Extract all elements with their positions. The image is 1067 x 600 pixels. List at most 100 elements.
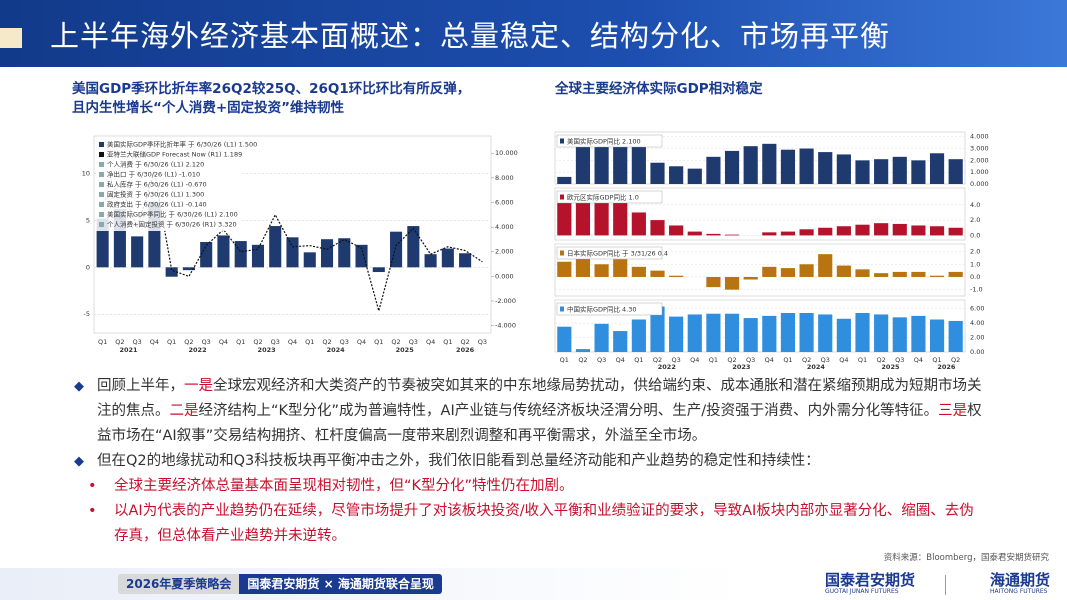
x-tick-label: Q2	[322, 338, 331, 346]
logo-en: GUOTAI JUNAN FUTURES	[825, 588, 899, 595]
x-tick-label: Q4	[219, 338, 228, 346]
bar	[557, 326, 572, 352]
bar	[892, 317, 907, 352]
x-tick-label: Q2	[253, 338, 262, 346]
year-label: 2021	[119, 346, 138, 354]
legend-label: 欧元区实际GDP同比 1.0	[567, 193, 639, 202]
bar	[706, 156, 721, 184]
bar	[131, 236, 144, 268]
bar	[669, 225, 684, 236]
y2-tick-label: 2.000	[495, 248, 514, 256]
bar	[948, 271, 963, 277]
bar	[762, 315, 777, 352]
x-tick-label: Q2	[391, 338, 400, 346]
logo: 海通期货 HAITONG FUTURES	[990, 572, 1050, 596]
bar	[874, 223, 889, 236]
bar	[929, 275, 945, 277]
bar	[650, 270, 665, 277]
bar	[855, 269, 870, 277]
legend-swatch	[99, 152, 104, 157]
bar	[780, 149, 796, 184]
bar	[799, 148, 814, 184]
legend-label: 美国实际GDP季同比 于 6/30/26 (L1) 2.100	[107, 210, 238, 219]
y-tick-label: 0.0	[970, 231, 980, 239]
bar	[762, 266, 777, 277]
bar	[743, 146, 758, 184]
bullet-text: 全球宏观经济和大类资产的节奏被突如其来的中东地缘局势扰动，供给端约束、成本通胀和…	[97, 378, 982, 419]
header-mark	[0, 28, 22, 48]
legend-swatch	[99, 182, 104, 187]
bar	[459, 253, 472, 268]
bar	[892, 271, 907, 277]
y2-tick-label: 6.000	[495, 198, 514, 206]
bar	[762, 143, 777, 184]
bar	[687, 314, 702, 352]
year-label: 2022	[658, 363, 676, 371]
bar	[892, 156, 907, 184]
bar	[706, 233, 721, 236]
sub-bullet-text: 以AI为代表的产业趋势仍在延续，尽管市场提升了对该板块投资/收入平衡和业绩验证的…	[114, 503, 974, 544]
legend-swatch	[560, 250, 564, 256]
bar	[855, 224, 870, 236]
bar	[799, 264, 814, 277]
x-tick-label: Q4	[765, 356, 774, 364]
sub-bullet-text: 全球主要经济体总量基本面呈现相对韧性，但“K型分化”特性仍在加剧。	[114, 478, 574, 494]
x-tick-label: Q2	[653, 356, 662, 364]
x-tick-label: Q2	[877, 356, 886, 364]
y-tick-label: 3.000	[970, 145, 989, 153]
bar	[594, 199, 609, 236]
y-tick-label: 1.0	[970, 260, 980, 268]
bar	[557, 261, 572, 277]
event-name: 2026年夏季策略会	[118, 574, 240, 594]
legend-swatch	[560, 194, 564, 200]
legend-swatch	[99, 212, 104, 217]
legend-box	[556, 190, 663, 204]
left-chart: -5 0 5 10 -4.000 -2.000 0.000 2.000 4.000 6.000 8.…	[66, 128, 526, 373]
legend-label: 个人消费+固定投资 于 6/30/26 (R1) 3.320	[107, 220, 237, 229]
x-tick-label: Q4	[914, 356, 923, 364]
bar	[182, 267, 195, 271]
bullet-text: 二是	[169, 403, 199, 419]
bar	[372, 267, 385, 273]
bar	[780, 268, 796, 277]
bar	[929, 319, 945, 352]
panel-frame	[554, 187, 966, 241]
y-tick-label: 0	[86, 263, 90, 271]
bar	[911, 271, 926, 277]
bar	[575, 254, 591, 277]
bar	[780, 231, 796, 236]
y-tick-label: 6.00	[970, 305, 984, 313]
legend-swatch	[99, 222, 104, 227]
y2-tick-label: -2.000	[495, 297, 516, 305]
year-label: 2025	[396, 346, 415, 354]
chart-title: 美国GDP季环比折年率26Q2较25Q、26Q1环比环比有所反弹， 且内生性增长…	[72, 80, 470, 118]
x-tick-label: Q2	[460, 338, 469, 346]
bullet-text: 但在Q2的地缘扰动和Q3科技板块再平衡冲击之外，我们依旧能看到总量经济动能和产业…	[97, 453, 820, 469]
y-tick-label: 5	[86, 216, 90, 224]
legend-swatch	[99, 192, 104, 197]
bar	[706, 276, 721, 288]
legend-box	[96, 138, 241, 231]
bar	[407, 226, 420, 268]
bar	[743, 318, 758, 352]
year-label: 2026	[937, 363, 956, 371]
legend-swatch	[99, 202, 104, 207]
legend-label: 个人消费 于 6/30/26 (L1) 2.120	[107, 160, 204, 169]
legend-box	[556, 302, 663, 316]
y2-tick-label: 4.000	[495, 223, 514, 231]
logo: 国泰君安期货 GUOTAI JUNAN FUTURES	[825, 572, 915, 596]
x-tick-label: Q2	[951, 356, 960, 364]
y-tick-label: 2.000	[970, 156, 989, 164]
bullet: ◆ 但在Q2的地缘扰动和Q3科技板块再平衡冲击之外，我们依旧能看到总量经济动能和产…	[72, 449, 982, 474]
x-tick-label: Q1	[858, 356, 867, 364]
bullet-icon: ◆	[74, 379, 84, 394]
year-label: 2023	[732, 363, 750, 371]
bar	[575, 349, 591, 352]
bar	[911, 315, 926, 352]
legend-label: 日本实际GDP同比 于 3/31/26 0.4	[567, 249, 668, 258]
x-tick-label: Q3	[746, 356, 755, 364]
x-tick-label: Q3	[271, 338, 280, 346]
panel-frame	[554, 243, 966, 297]
bar	[669, 275, 684, 277]
